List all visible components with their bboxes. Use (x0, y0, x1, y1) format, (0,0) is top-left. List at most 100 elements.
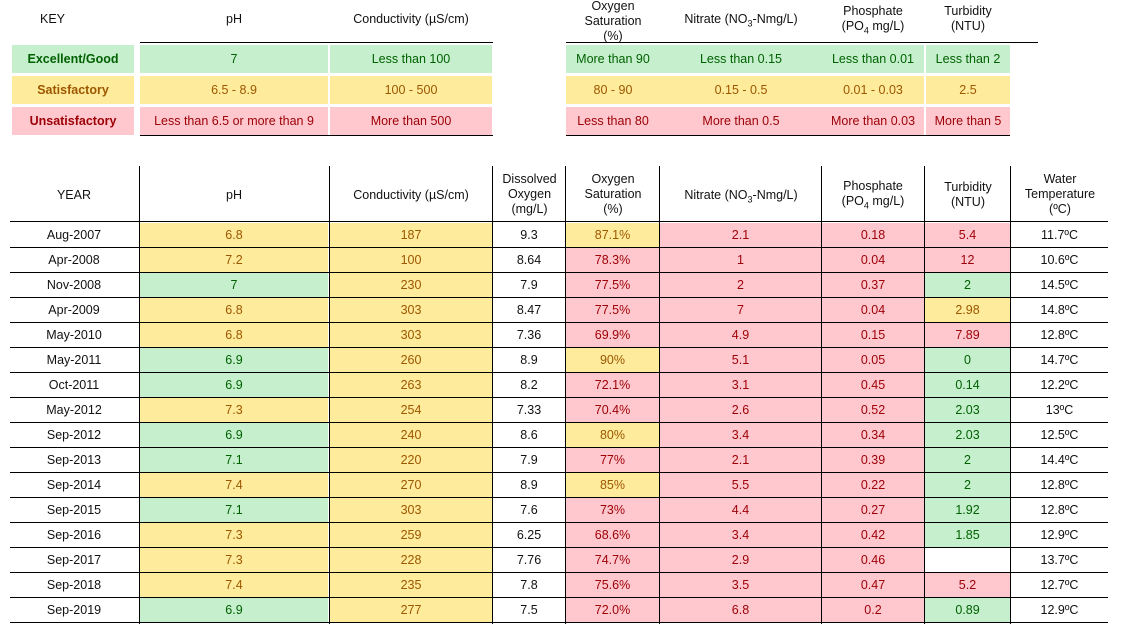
turbidity-cell: 2.03 (925, 423, 1010, 447)
oxygen-saturation-cell: 90% (566, 348, 659, 372)
water-temperature-cell: 12.9ºC (1040, 528, 1079, 542)
dissolved-oxygen-cell: 8.64 (516, 253, 542, 267)
ph-cell: 7.3 (140, 548, 328, 572)
water-temperature-cell: 12.9ºC (1040, 603, 1079, 617)
header-year: YEAR (56, 188, 92, 202)
key-cell: 100 - 500 (330, 76, 492, 104)
key-cell: 0.15 - 0.5 (660, 76, 822, 104)
conductivity-cell: 100 (330, 248, 492, 272)
water-temperature-cell: 13.7ºC (1040, 553, 1079, 567)
key-cell: 6.5 - 8.9 (140, 76, 328, 104)
conductivity-cell: 303 (330, 298, 492, 322)
key-header-nitrate: Nitrate (NO3-Nmg/L) (684, 12, 798, 29)
water-temperature-cell: 13ºC (1045, 403, 1074, 417)
year-cell: Apr-2009 (48, 303, 100, 317)
year-cell: Sep-2014 (46, 478, 102, 492)
key-label-good: Excellent/Good (12, 45, 134, 73)
year-cell: Sep-2016 (46, 528, 102, 542)
phosphate-cell: 0.04 (822, 248, 924, 272)
key-header-oxygen-saturation: Oxygen Saturation (%) (584, 0, 642, 43)
water-temperature-cell: 12.2ºC (1040, 378, 1079, 392)
year-cell: Sep-2015 (46, 503, 102, 517)
year-cell: Sep-2018 (46, 578, 102, 592)
key-title: KEY (39, 12, 65, 26)
phosphate-cell: 0.2 (822, 598, 924, 622)
water-temperature-cell: 12.5ºC (1040, 428, 1079, 442)
oxygen-saturation-cell: 73% (566, 498, 659, 522)
dissolved-oxygen-cell: 8.2 (520, 378, 538, 392)
ph-cell: 7.1 (140, 448, 328, 472)
ph-cell: 6.9 (140, 423, 328, 447)
phosphate-cell: 0.52 (822, 398, 924, 422)
ph-cell: 7 (140, 273, 328, 297)
water-temperature-cell: 14.8ºC (1040, 303, 1079, 317)
turbidity-cell: 1.92 (925, 498, 1010, 522)
oxygen-saturation-cell: 87.1% (566, 223, 659, 247)
nitrate-cell: 4.4 (660, 498, 821, 522)
year-cell: Nov-2008 (46, 278, 102, 292)
turbidity-cell: 0.89 (925, 598, 1010, 622)
header-ph: pH (226, 188, 242, 202)
water-temperature-cell: 12.8ºC (1040, 328, 1079, 342)
year-cell: Sep-2019 (46, 603, 102, 617)
dissolved-oxygen-cell: 8.9 (520, 353, 538, 367)
year-cell: May-2011 (46, 353, 102, 367)
oxygen-saturation-cell: 70.4% (566, 398, 659, 422)
oxygen-saturation-cell: 75.6% (566, 573, 659, 597)
oxygen-saturation-cell: 77% (566, 448, 659, 472)
key-cell: More than 500 (330, 107, 492, 135)
phosphate-cell: 0.47 (822, 573, 924, 597)
dissolved-oxygen-cell: 8.47 (516, 303, 542, 317)
turbidity-cell: 2.98 (925, 298, 1010, 322)
conductivity-cell: 263 (330, 373, 492, 397)
ph-cell: 7.3 (140, 523, 328, 547)
turbidity-cell: 0 (925, 348, 1010, 372)
header-turbidity: Turbidity (NTU) (944, 180, 992, 209)
ph-cell: 6.9 (140, 598, 328, 622)
ph-cell: 7.4 (140, 573, 328, 597)
ph-cell: 7.4 (140, 473, 328, 497)
year-cell: Sep-2013 (46, 453, 102, 467)
oxygen-saturation-cell: 78.3% (566, 248, 659, 272)
phosphate-cell: 0.22 (822, 473, 924, 497)
header-conductivity: Conductivity (µS/cm) (353, 188, 469, 202)
key-cell: More than 5 (926, 107, 1010, 135)
dissolved-oxygen-cell: 8.9 (520, 478, 538, 492)
conductivity-cell: 240 (330, 423, 492, 447)
key-cell: Less than 6.5 or more than 9 (140, 107, 328, 135)
key-cell: Less than 80 (566, 107, 660, 135)
turbidity-cell: 2.03 (925, 398, 1010, 422)
nitrate-cell: 3.4 (660, 423, 821, 447)
conductivity-cell: 270 (330, 473, 492, 497)
year-cell: May-2012 (46, 403, 102, 417)
phosphate-cell: 0.05 (822, 348, 924, 372)
key-cell: Less than 100 (330, 45, 492, 73)
oxygen-saturation-cell: 77.5% (566, 273, 659, 297)
key-cell: 2.5 (926, 76, 1010, 104)
nitrate-cell: 3.1 (660, 373, 821, 397)
conductivity-cell: 277 (330, 598, 492, 622)
conductivity-cell: 303 (330, 498, 492, 522)
oxygen-saturation-cell: 72.1% (566, 373, 659, 397)
turbidity-cell: 2 (925, 448, 1010, 472)
water-temperature-cell: 10.6ºC (1040, 253, 1079, 267)
conductivity-cell: 235 (330, 573, 492, 597)
oxygen-saturation-cell: 69.9% (566, 323, 659, 347)
dissolved-oxygen-cell: 7.9 (520, 453, 538, 467)
oxygen-saturation-cell: 77.5% (566, 298, 659, 322)
nitrate-cell: 2.6 (660, 398, 821, 422)
year-cell: Sep-2012 (46, 428, 102, 442)
phosphate-cell: 0.34 (822, 423, 924, 447)
key-header-turbidity: Turbidity (NTU) (944, 4, 992, 33)
dissolved-oxygen-cell: 7.76 (516, 553, 542, 567)
turbidity-cell (925, 548, 1010, 572)
conductivity-cell: 228 (330, 548, 492, 572)
phosphate-cell: 0.46 (822, 548, 924, 572)
conductivity-cell: 220 (330, 448, 492, 472)
year-cell: Oct-2011 (48, 378, 100, 392)
dissolved-oxygen-cell: 7.5 (520, 603, 538, 617)
water-temperature-cell: 12.8ºC (1040, 503, 1079, 517)
dissolved-oxygen-cell: 7.9 (520, 278, 538, 292)
nitrate-cell: 5.1 (660, 348, 821, 372)
phosphate-cell: 0.39 (822, 448, 924, 472)
